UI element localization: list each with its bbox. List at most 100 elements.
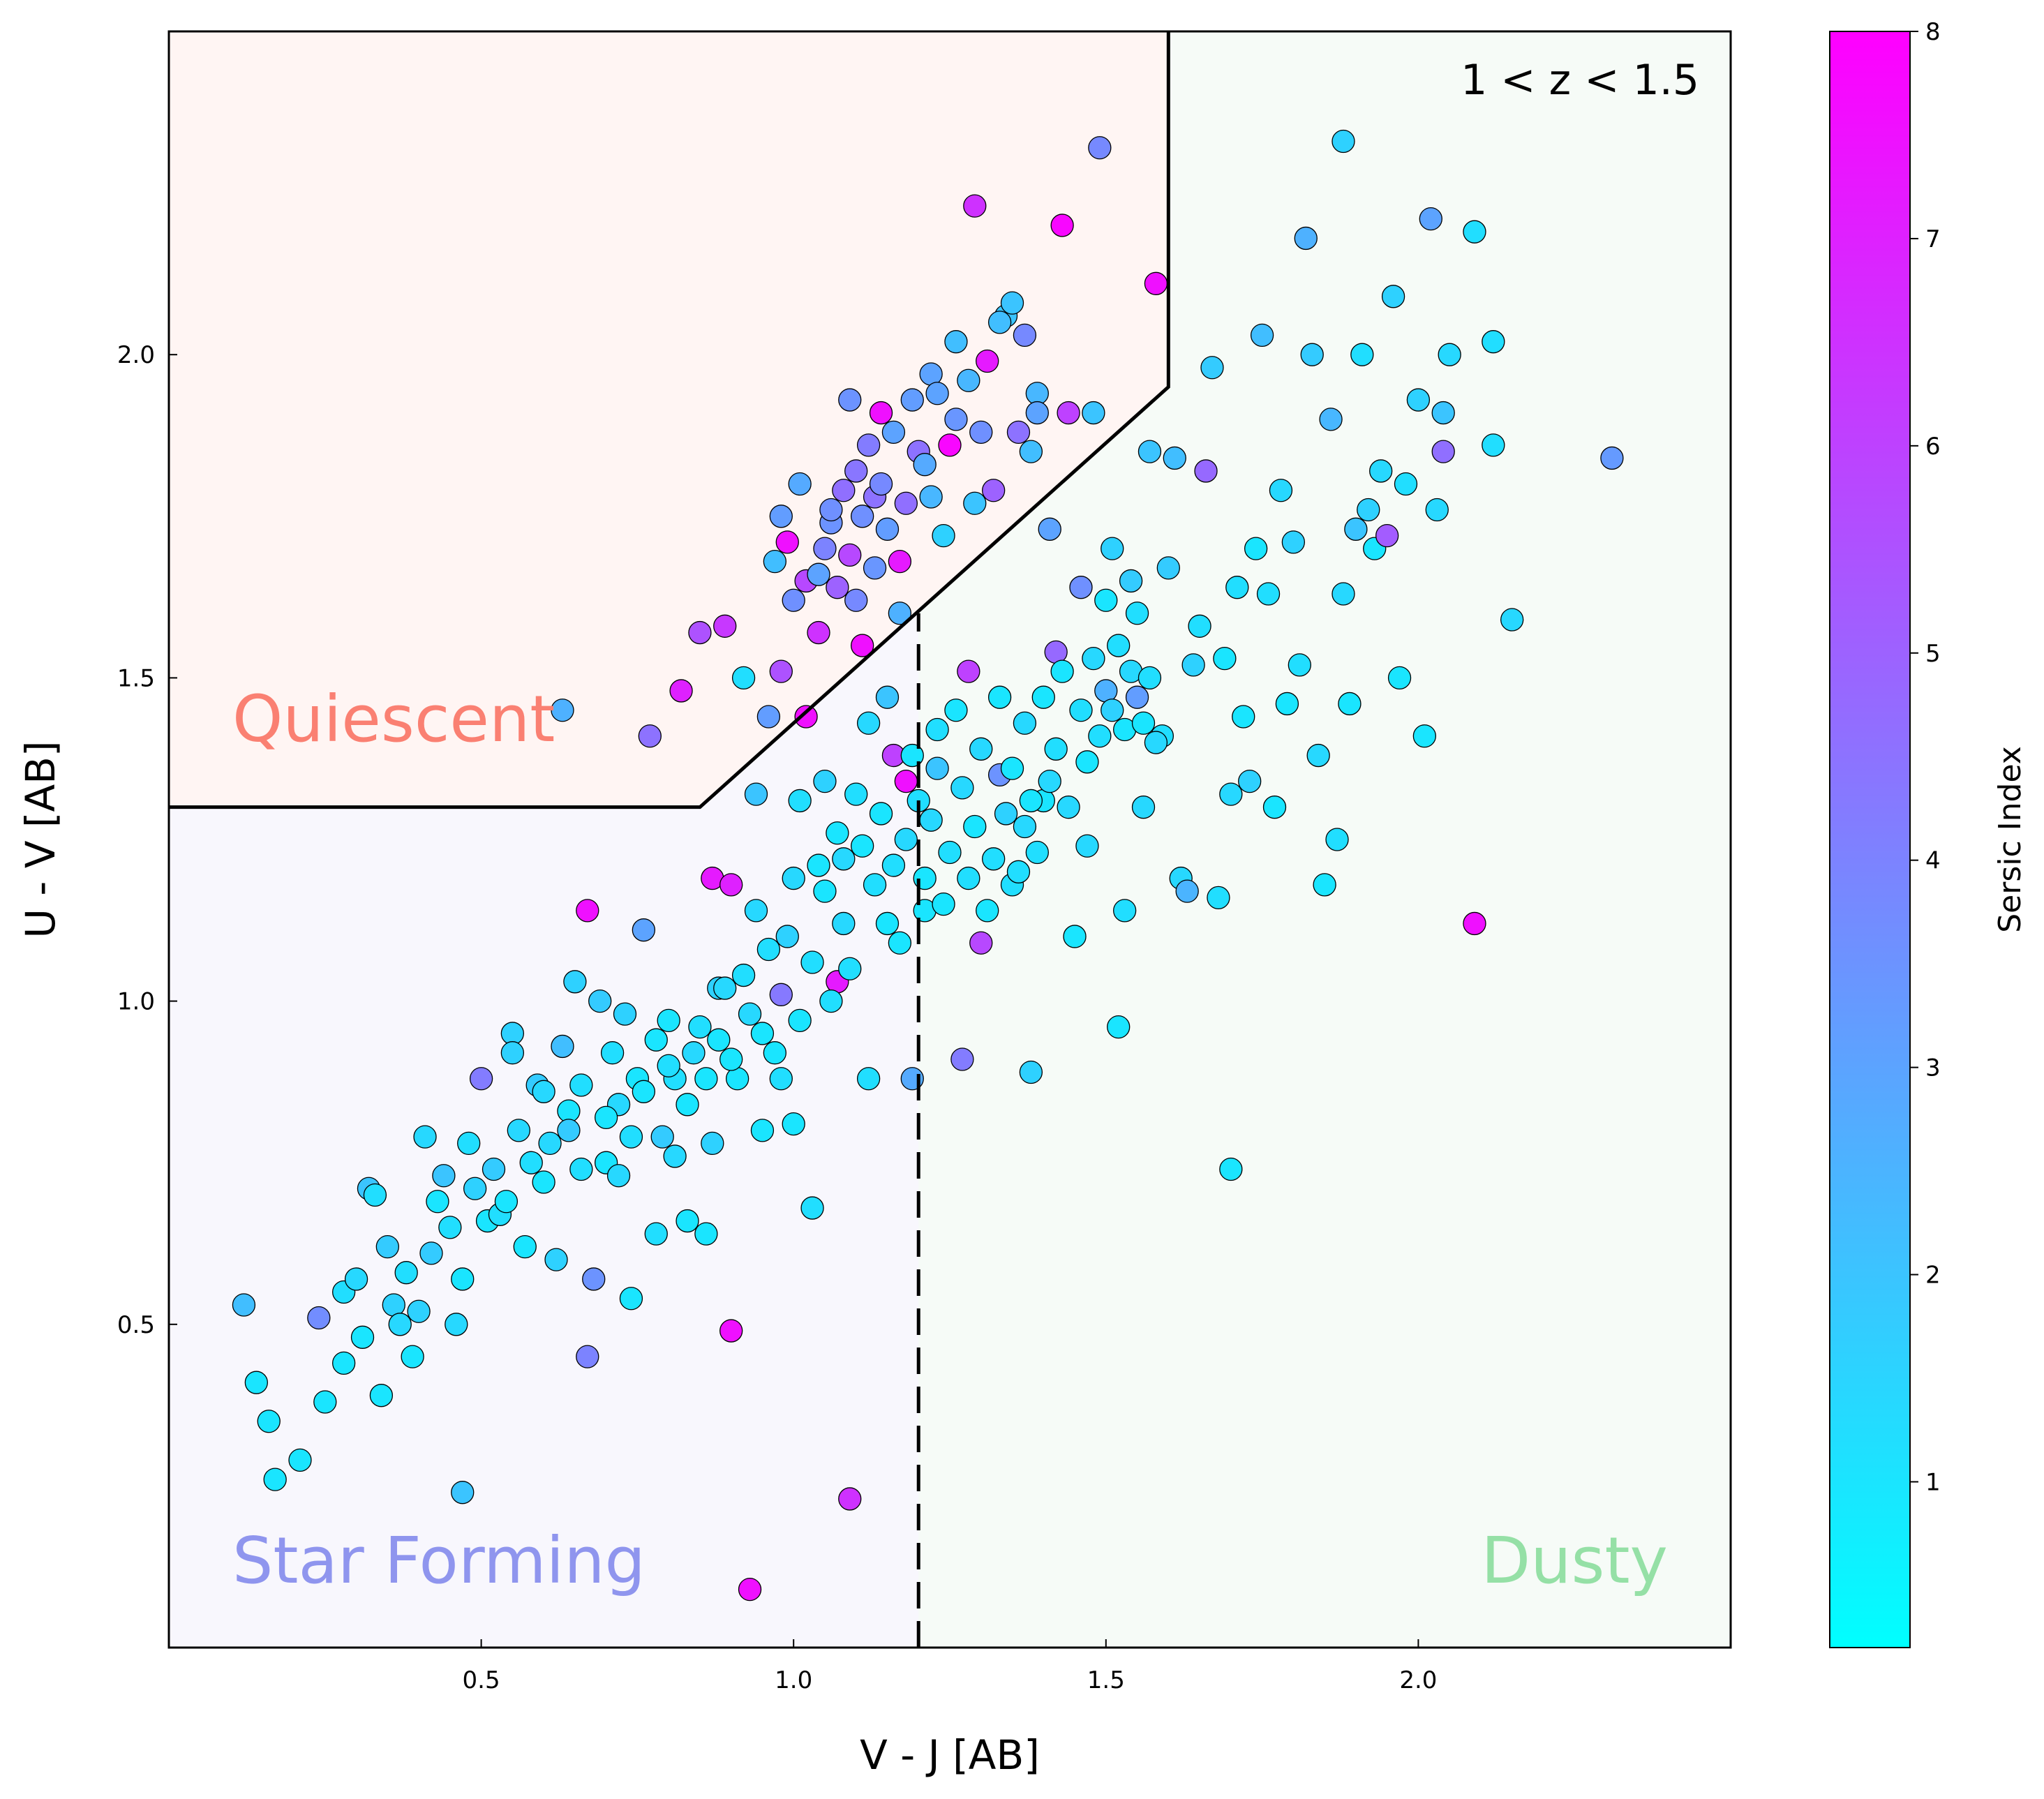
data-point [782,866,805,890]
data-point [944,699,968,722]
data-point [1137,666,1162,690]
data-point [969,420,993,445]
data-point [1431,440,1455,463]
data-point [1181,653,1205,677]
data-point [894,491,918,515]
data-point [963,814,987,839]
dusty-region-background [918,31,1731,1648]
data-point [350,1325,375,1349]
data-point [688,1015,712,1039]
data-point [775,925,799,948]
data-point [445,1313,468,1336]
data-point [863,873,887,897]
data-point [957,368,980,392]
data-point [1419,207,1442,231]
data-point [606,1164,631,1188]
data-point [632,918,656,942]
data-point [1025,840,1049,865]
region-label-star-forming: Star Forming [232,1523,646,1598]
data-point [1500,608,1524,632]
data-point [982,479,1006,502]
data-point [856,711,881,735]
data-point [932,523,955,548]
data-point [1425,498,1449,522]
data-point [919,808,943,832]
data-point [1113,899,1137,923]
data-point [900,743,924,768]
data-point [838,957,862,980]
data-point [944,330,968,354]
data-point [1600,446,1624,470]
data-point [1038,769,1061,793]
data-point [1369,459,1393,483]
data-point [938,840,962,865]
x-tick-label: 1.5 [1087,1666,1125,1694]
data-point [1463,911,1486,936]
data-point [788,789,812,813]
data-point [832,911,856,936]
x-axis: 0.5 1.0 1.5 2.0 [463,1639,1437,1694]
data-point [813,769,837,793]
data-point [844,782,868,806]
data-point [1175,879,1199,903]
data-point [1019,789,1043,813]
data-point [1006,420,1031,445]
data-point [813,537,837,560]
data-point [600,1041,625,1065]
data-point [1144,271,1168,295]
data-point [557,1119,581,1142]
data-point [1219,782,1243,806]
data-point [1288,653,1311,677]
data-point [1057,401,1080,425]
data-point [1357,498,1380,522]
data-point [244,1371,268,1394]
data-point [713,976,737,1000]
data-point [644,1222,668,1246]
data-point [987,685,1012,709]
data-point [1069,699,1093,722]
data-point [819,989,843,1013]
data-point [1025,401,1049,425]
y-tick-label: 1.0 [117,988,155,1016]
data-point [1075,834,1099,858]
data-point [619,1125,643,1149]
data-point [976,349,999,373]
data-point [669,679,693,703]
data-point [313,1390,337,1414]
data-point [1412,724,1437,748]
data-point [838,543,862,567]
data-point [1381,285,1405,308]
data-point [938,433,962,457]
data-point [1082,401,1105,425]
data-point [1069,576,1093,599]
data-point [807,853,830,877]
data-point [851,834,874,858]
data-point [401,1345,424,1368]
data-point [800,950,824,974]
data-point [1294,226,1318,251]
data-point [1082,646,1105,671]
data-point [463,1177,487,1200]
data-point [657,1008,680,1033]
data-point [756,705,781,729]
data-point [701,1131,724,1156]
data-point [788,472,812,496]
data-point [894,828,918,851]
data-point [888,602,912,625]
data-point [1137,440,1162,463]
data-point [1250,323,1274,348]
data-point [875,911,900,936]
data-point [1101,537,1124,560]
data-point [1238,769,1262,793]
data-point [369,1384,394,1408]
data-point [913,453,937,477]
data-point [544,1248,568,1271]
data-point [826,821,849,845]
data-point [1232,705,1255,729]
data-point [1350,343,1374,366]
data-point [582,1267,606,1291]
data-point [532,1170,555,1194]
data-point [1013,814,1037,839]
data-point [451,1481,475,1505]
data-point [957,866,980,890]
